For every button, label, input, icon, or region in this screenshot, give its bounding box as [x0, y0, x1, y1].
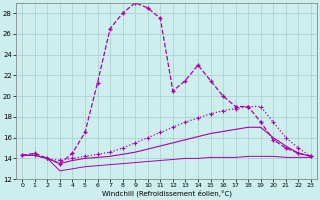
X-axis label: Windchill (Refroidissement éolien,°C): Windchill (Refroidissement éolien,°C): [101, 190, 232, 197]
